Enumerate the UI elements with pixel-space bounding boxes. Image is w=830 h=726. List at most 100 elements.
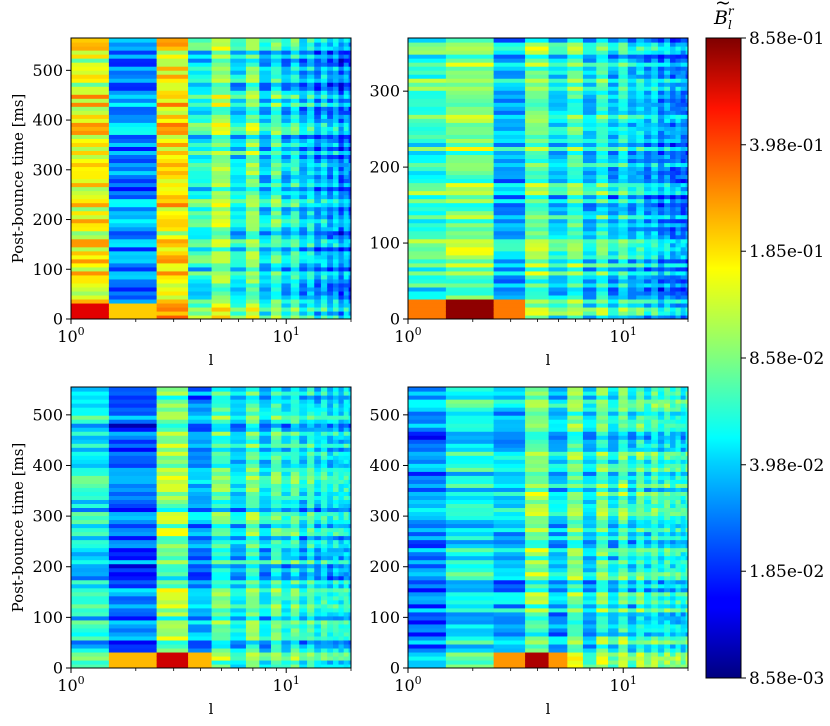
heatmap-cell xyxy=(271,42,283,47)
heatmap-cell xyxy=(245,507,260,513)
heatmap-cell xyxy=(685,298,688,304)
heatmap-cell xyxy=(657,158,665,164)
heatmap-cell xyxy=(281,234,292,240)
heatmap-cell xyxy=(259,158,272,164)
heatmap-cell xyxy=(348,282,351,288)
heatmap-cell xyxy=(685,190,688,196)
heatmap-cell xyxy=(156,254,189,260)
heatmap-cell xyxy=(608,639,620,645)
heatmap-cell xyxy=(211,86,231,91)
heatmap-cell xyxy=(333,543,340,549)
heatmap-cell xyxy=(271,591,283,597)
heatmap-cell xyxy=(493,102,526,107)
heatmap-cell xyxy=(108,583,158,589)
heatmap-cell xyxy=(675,234,682,240)
heatmap-cell xyxy=(548,206,568,212)
heatmap-cell xyxy=(299,50,308,55)
heatmap-cell xyxy=(271,146,283,151)
heatmap-cell xyxy=(290,122,300,127)
heatmap-cell xyxy=(271,407,283,412)
heatmap-cell xyxy=(608,94,620,99)
heatmap-cell xyxy=(608,146,620,151)
heatmap-cell xyxy=(271,94,283,99)
heatmap-cell xyxy=(675,138,682,143)
heatmap-cell xyxy=(271,150,283,156)
heatmap-cell xyxy=(290,619,300,625)
heatmap-cell xyxy=(108,403,158,408)
heatmap-cell xyxy=(299,567,308,573)
heatmap-cell xyxy=(343,419,350,424)
heatmap-cell xyxy=(314,194,322,200)
heatmap-cell xyxy=(71,166,110,172)
heatmap-cell xyxy=(348,475,351,480)
heatmap-cell xyxy=(596,515,609,521)
heatmap-cell xyxy=(156,78,189,83)
heatmap-cell xyxy=(320,142,328,147)
heatmap-cell xyxy=(71,42,110,47)
heatmap-cell xyxy=(320,50,328,55)
heatmap-cell xyxy=(71,222,110,228)
heatmap-cell xyxy=(627,186,637,192)
heatmap-cell xyxy=(290,659,300,665)
heatmap-cell xyxy=(567,519,584,525)
heatmap-cell xyxy=(664,226,671,232)
heatmap-cell xyxy=(618,250,629,256)
heatmap-cell xyxy=(627,659,637,665)
heatmap-cell xyxy=(445,90,495,95)
heatmap-cell xyxy=(108,230,158,236)
heatmap-cell xyxy=(71,282,110,288)
heatmap-cell xyxy=(108,90,158,95)
heatmap-cell xyxy=(314,659,322,665)
heatmap-cell xyxy=(271,519,283,525)
heatmap-cell xyxy=(680,202,687,208)
heatmap-cell xyxy=(348,102,351,107)
heatmap-cell xyxy=(644,114,652,119)
heatmap-cell xyxy=(548,294,568,300)
heatmap-cell xyxy=(338,158,345,164)
heatmap-cell xyxy=(307,246,315,252)
heatmap-cell xyxy=(299,126,308,131)
heatmap-cell xyxy=(408,294,447,300)
heatmap-cell xyxy=(408,266,447,272)
heatmap-cell xyxy=(657,210,665,216)
heatmap-cell xyxy=(338,278,345,284)
heatmap-cell xyxy=(664,258,671,264)
heatmap-cell xyxy=(71,435,110,440)
heatmap-cell xyxy=(493,523,526,529)
heatmap-cell xyxy=(636,282,645,288)
heatmap-cell xyxy=(71,519,110,525)
y-tick-label: 500 xyxy=(32,61,63,80)
heatmap-cell xyxy=(343,102,350,107)
heatmap-cell xyxy=(608,62,620,67)
heatmap-cell xyxy=(567,539,584,545)
heatmap-cell xyxy=(493,86,526,91)
heatmap-cell xyxy=(290,479,300,484)
heatmap-cell xyxy=(343,158,350,164)
heatmap-cell xyxy=(608,158,620,164)
heatmap-cell xyxy=(245,194,260,200)
heatmap-cell xyxy=(618,519,629,525)
heatmap-cell xyxy=(156,294,189,300)
heatmap-cell xyxy=(299,607,308,613)
heatmap-cell xyxy=(567,387,584,392)
heatmap-cell xyxy=(644,294,652,300)
heatmap-cell xyxy=(348,66,351,71)
heatmap-cell xyxy=(445,651,495,657)
heatmap-cell xyxy=(408,499,447,505)
heatmap-cell xyxy=(299,218,308,224)
heatmap-cell xyxy=(271,663,283,668)
heatmap-cell xyxy=(230,595,247,601)
heatmap-cell xyxy=(333,310,340,316)
heatmap-cell xyxy=(320,643,328,649)
heatmap-cell xyxy=(548,54,568,59)
heatmap-cell xyxy=(670,58,677,63)
heatmap-cell xyxy=(644,154,652,160)
heatmap-cell xyxy=(299,643,308,649)
heatmap-cell xyxy=(685,250,688,256)
heatmap-cell xyxy=(445,186,495,192)
heatmap-cell xyxy=(548,282,568,288)
heatmap-cell xyxy=(299,655,308,661)
heatmap-cell xyxy=(259,278,272,284)
heatmap-cell xyxy=(685,286,688,292)
heatmap-cell xyxy=(343,499,350,505)
